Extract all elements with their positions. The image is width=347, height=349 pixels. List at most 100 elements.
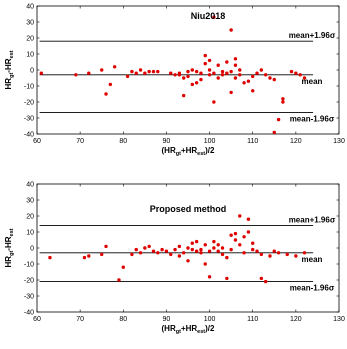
data-point <box>203 262 207 266</box>
y-tick-label: 10 <box>26 52 34 59</box>
data-point <box>212 239 216 244</box>
chart-title: Niu2018 <box>191 11 226 21</box>
data-point <box>130 69 134 74</box>
data-point <box>259 276 264 281</box>
data-point <box>48 255 52 260</box>
data-point <box>233 238 238 242</box>
data-point <box>251 241 255 245</box>
y-tick-label: -20 <box>24 278 34 285</box>
data-point <box>251 247 255 252</box>
data-point <box>87 254 91 258</box>
x-tick-label: 130 <box>333 138 345 145</box>
y-tick-label: 0 <box>30 246 34 253</box>
data-point <box>225 60 229 64</box>
data-point <box>203 53 207 58</box>
data-point <box>298 73 302 77</box>
data-point <box>220 252 225 257</box>
data-point <box>151 69 156 74</box>
data-point <box>272 249 276 253</box>
data-point <box>246 79 251 83</box>
data-point <box>186 259 190 263</box>
data-point <box>194 81 199 85</box>
data-point <box>121 265 125 269</box>
data-point <box>207 249 212 253</box>
data-point <box>199 251 203 255</box>
x-tick-label: 90 <box>163 316 171 323</box>
data-point <box>294 71 298 75</box>
y-tick-label: 30 <box>26 20 34 27</box>
data-point <box>104 244 108 249</box>
data-point <box>251 74 255 79</box>
data-point <box>216 63 220 67</box>
y-tick-label: -30 <box>24 116 34 123</box>
y-tick-label: -10 <box>24 262 34 269</box>
y-tick-label: 20 <box>26 36 34 43</box>
data-point <box>100 252 104 257</box>
data-point <box>190 82 195 87</box>
reference-line-label: mean-1.96σ <box>290 114 335 123</box>
chart-title: Proposed method <box>150 204 227 214</box>
data-point <box>164 249 169 253</box>
data-point <box>225 71 229 75</box>
data-point <box>138 251 143 255</box>
data-point <box>173 247 177 252</box>
data-point <box>242 235 246 239</box>
data-point <box>199 71 203 75</box>
data-point <box>246 230 251 234</box>
data-point <box>82 255 87 260</box>
data-point <box>220 73 225 77</box>
data-point <box>186 74 190 79</box>
data-point <box>246 217 251 221</box>
data-point <box>134 247 138 252</box>
x-tick-label: 90 <box>163 138 171 145</box>
data-point <box>216 76 220 80</box>
data-point <box>117 278 121 282</box>
data-point <box>276 117 281 122</box>
y-tick-label: -20 <box>24 100 34 107</box>
data-point <box>151 249 156 253</box>
data-point <box>74 73 78 77</box>
data-point <box>233 57 238 61</box>
data-point <box>177 71 182 75</box>
data-point <box>190 247 195 252</box>
data-point <box>199 77 203 82</box>
data-point <box>225 255 229 260</box>
data-point <box>212 15 216 19</box>
data-point <box>229 233 233 237</box>
data-point <box>281 97 285 101</box>
reference-line-label: mean <box>302 77 323 86</box>
x-tick-label: 80 <box>119 138 127 145</box>
reference-line-label: mean <box>302 255 323 264</box>
data-point <box>229 90 233 95</box>
data-point <box>112 65 117 69</box>
x-tick-label: 100 <box>204 138 216 145</box>
data-point <box>238 68 242 72</box>
data-point <box>169 71 173 75</box>
x-tick-label: 130 <box>333 316 345 323</box>
data-point <box>108 82 113 87</box>
data-point <box>203 243 207 247</box>
data-point <box>276 251 281 255</box>
data-point <box>143 71 147 75</box>
data-point <box>259 252 264 257</box>
data-point <box>272 130 276 135</box>
data-point <box>190 68 195 72</box>
data-point <box>216 249 220 253</box>
data-point <box>289 69 294 74</box>
data-point <box>259 68 264 72</box>
data-point <box>194 239 199 244</box>
data-point <box>181 251 186 255</box>
reference-line-label: mean+1.96σ <box>289 216 336 225</box>
data-point <box>229 28 233 32</box>
data-point <box>242 251 246 255</box>
data-point <box>143 246 147 250</box>
data-point <box>251 89 255 93</box>
data-point <box>181 93 186 98</box>
data-point <box>147 244 151 249</box>
y-tick-label: 40 <box>26 182 34 189</box>
x-axis-label: (HRgt+HRest)/2 <box>162 324 215 335</box>
y-tick-label: -10 <box>24 84 34 91</box>
x-tick-label: 70 <box>76 138 84 145</box>
data-point <box>177 254 182 258</box>
data-point <box>104 92 108 96</box>
